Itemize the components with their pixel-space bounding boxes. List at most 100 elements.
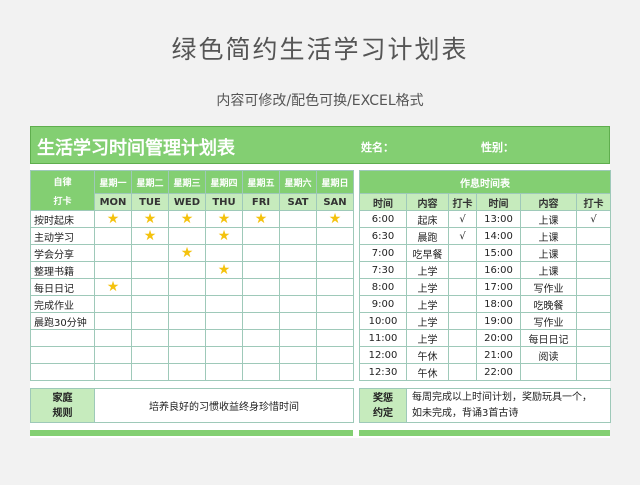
time-cell[interactable]: 20:00 (476, 329, 521, 347)
activity-cell[interactable]: 上学 (406, 295, 449, 313)
habit-checkin-cell[interactable]: ★ (94, 210, 132, 228)
habit-checkin-cell[interactable] (131, 363, 169, 381)
activity-cell[interactable]: 上学 (406, 278, 449, 296)
habit-checkin-cell[interactable] (205, 363, 243, 381)
habit-checkin-cell[interactable] (168, 295, 206, 313)
checkin-cell[interactable] (576, 329, 611, 347)
habit-checkin-cell[interactable] (131, 329, 169, 347)
habit-checkin-cell[interactable] (316, 312, 354, 330)
habit-checkin-cell[interactable]: ★ (242, 210, 280, 228)
checkin-cell[interactable] (448, 346, 477, 364)
habit-checkin-cell[interactable] (316, 278, 354, 296)
habit-checkin-cell[interactable] (279, 312, 317, 330)
time-cell[interactable]: 19:00 (476, 312, 521, 330)
time-cell[interactable]: 12:30 (359, 363, 407, 381)
habit-checkin-cell[interactable]: ★ (94, 278, 132, 296)
habit-checkin-cell[interactable]: ★ (205, 227, 243, 245)
habit-checkin-cell[interactable] (168, 227, 206, 245)
habit-checkin-cell[interactable] (242, 261, 280, 279)
time-cell[interactable]: 15:00 (476, 244, 521, 262)
habit-checkin-cell[interactable] (316, 329, 354, 347)
checkin-cell[interactable] (448, 278, 477, 296)
activity-cell[interactable]: 上课 (520, 261, 577, 279)
activity-cell[interactable]: 午休 (406, 346, 449, 364)
habit-checkin-cell[interactable] (94, 329, 132, 347)
habit-checkin-cell[interactable] (279, 210, 317, 228)
habit-checkin-cell[interactable] (279, 363, 317, 381)
habit-checkin-cell[interactable] (242, 312, 280, 330)
habit-checkin-cell[interactable] (205, 278, 243, 296)
habit-checkin-cell[interactable] (242, 363, 280, 381)
checkin-cell[interactable]: √ (448, 227, 477, 245)
habit-checkin-cell[interactable] (168, 346, 206, 364)
activity-cell[interactable]: 写作业 (520, 278, 577, 296)
habit-checkin-cell[interactable] (316, 295, 354, 313)
checkin-cell[interactable] (576, 244, 611, 262)
activity-cell[interactable]: 晨跑 (406, 227, 449, 245)
activity-cell[interactable]: 上学 (406, 329, 449, 347)
habit-checkin-cell[interactable] (242, 295, 280, 313)
checkin-cell[interactable]: √ (448, 210, 477, 228)
name-label[interactable]: 姓名： (361, 141, 394, 154)
habit-checkin-cell[interactable] (279, 329, 317, 347)
time-cell[interactable]: 9:00 (359, 295, 407, 313)
habit-checkin-cell[interactable] (94, 312, 132, 330)
habit-checkin-cell[interactable] (94, 261, 132, 279)
time-cell[interactable]: 22:00 (476, 363, 521, 381)
habit-checkin-cell[interactable] (168, 312, 206, 330)
time-cell[interactable]: 6:00 (359, 210, 407, 228)
activity-cell[interactable]: 阅读 (520, 346, 577, 364)
checkin-cell[interactable] (576, 363, 611, 381)
time-cell[interactable]: 11:00 (359, 329, 407, 347)
habit-checkin-cell[interactable]: ★ (131, 227, 169, 245)
gender-label[interactable]: 性别： (481, 141, 514, 154)
time-cell[interactable]: 8:00 (359, 278, 407, 296)
habit-checkin-cell[interactable] (242, 227, 280, 245)
activity-cell[interactable]: 上学 (406, 312, 449, 330)
activity-cell[interactable]: 吃晚餐 (520, 295, 577, 313)
time-cell[interactable]: 10:00 (359, 312, 407, 330)
habit-checkin-cell[interactable]: ★ (205, 261, 243, 279)
activity-cell[interactable]: 上学 (406, 261, 449, 279)
activity-cell[interactable]: 吃早餐 (406, 244, 449, 262)
activity-cell[interactable]: 每日日记 (520, 329, 577, 347)
habit-checkin-cell[interactable] (131, 295, 169, 313)
checkin-cell[interactable]: √ (576, 210, 611, 228)
habit-checkin-cell[interactable] (279, 346, 317, 364)
habit-checkin-cell[interactable] (316, 346, 354, 364)
habit-checkin-cell[interactable] (94, 227, 132, 245)
activity-cell[interactable]: 上课 (520, 244, 577, 262)
habit-checkin-cell[interactable] (168, 261, 206, 279)
activity-cell[interactable]: 起床 (406, 210, 449, 228)
checkin-cell[interactable] (448, 244, 477, 262)
time-cell[interactable]: 16:00 (476, 261, 521, 279)
activity-cell[interactable]: 写作业 (520, 312, 577, 330)
habit-checkin-cell[interactable] (279, 295, 317, 313)
habit-checkin-cell[interactable] (131, 278, 169, 296)
habit-checkin-cell[interactable] (242, 244, 280, 262)
habit-checkin-cell[interactable] (279, 261, 317, 279)
activity-cell[interactable]: 上课 (520, 227, 577, 245)
habit-checkin-cell[interactable] (205, 329, 243, 347)
habit-checkin-cell[interactable] (168, 363, 206, 381)
habit-checkin-cell[interactable]: ★ (205, 210, 243, 228)
checkin-cell[interactable] (448, 329, 477, 347)
checkin-cell[interactable] (448, 363, 477, 381)
time-cell[interactable]: 6:30 (359, 227, 407, 245)
activity-cell[interactable]: 午休 (406, 363, 449, 381)
habit-checkin-cell[interactable] (94, 346, 132, 364)
habit-checkin-cell[interactable]: ★ (316, 210, 354, 228)
time-cell[interactable]: 14:00 (476, 227, 521, 245)
habit-checkin-cell[interactable] (242, 278, 280, 296)
habit-checkin-cell[interactable] (131, 261, 169, 279)
checkin-cell[interactable] (576, 312, 611, 330)
time-cell[interactable]: 12:00 (359, 346, 407, 364)
checkin-cell[interactable] (576, 346, 611, 364)
habit-checkin-cell[interactable] (242, 329, 280, 347)
time-cell[interactable]: 18:00 (476, 295, 521, 313)
habit-checkin-cell[interactable]: ★ (168, 210, 206, 228)
checkin-cell[interactable] (576, 295, 611, 313)
habit-checkin-cell[interactable] (131, 312, 169, 330)
habit-checkin-cell[interactable] (279, 244, 317, 262)
habit-checkin-cell[interactable] (242, 346, 280, 364)
